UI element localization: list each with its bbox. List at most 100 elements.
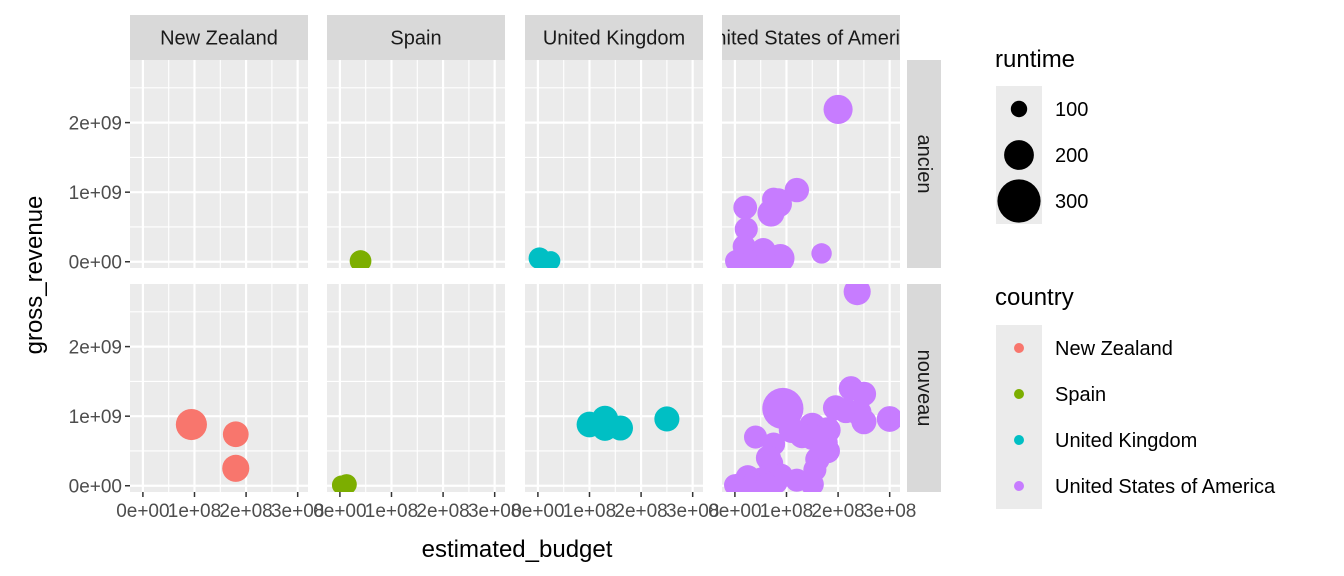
x-tick-label: 1e+08 bbox=[563, 501, 616, 522]
legend-country-entry-spain: Spain bbox=[996, 371, 1106, 417]
x-tick-label: 0e+00 bbox=[708, 501, 761, 522]
points bbox=[331, 474, 357, 492]
x-tick-label: 2e+08 bbox=[614, 501, 667, 522]
grid-lines bbox=[130, 284, 308, 492]
panel-spain-nouveau bbox=[327, 284, 505, 492]
legend-color-key bbox=[1014, 481, 1024, 491]
legend-country-label: New Zealand bbox=[1055, 338, 1173, 360]
data-point-united-states-of-america bbox=[823, 94, 853, 124]
strip-background bbox=[525, 15, 703, 60]
strip-label: United States of America bbox=[701, 28, 922, 50]
data-point-united-kingdom bbox=[541, 251, 561, 268]
data-point-new-zealand bbox=[222, 454, 250, 482]
data-point-spain bbox=[349, 250, 372, 268]
legend-country-title: country bbox=[995, 284, 1074, 311]
facet-panels bbox=[130, 60, 900, 492]
data-point-united-states-of-america bbox=[733, 195, 758, 220]
x-tick-label: 0e+00 bbox=[511, 501, 564, 522]
panel-background bbox=[327, 60, 505, 268]
x-tick-label: 3e+08 bbox=[863, 501, 916, 522]
panel-spain-ancien bbox=[327, 60, 505, 268]
legend-runtime-entry: 100 bbox=[996, 86, 1088, 132]
y-tick-label: 0e+00 bbox=[69, 253, 122, 274]
panel-united-kingdom-nouveau bbox=[525, 284, 703, 492]
panel-united-states-of-america-ancien bbox=[722, 60, 900, 268]
data-point-united-states-of-america bbox=[754, 249, 777, 268]
strip-background bbox=[327, 15, 505, 60]
legend-runtime-entry: 200 bbox=[996, 132, 1088, 178]
strip-background bbox=[130, 15, 308, 60]
panel-new-zealand-ancien bbox=[130, 60, 308, 268]
legend-size-key bbox=[997, 179, 1041, 223]
y-axis-title: gross_revenue bbox=[21, 196, 48, 355]
legend-runtime-entry: 300 bbox=[996, 178, 1088, 224]
strip-label: New Zealand bbox=[160, 28, 278, 50]
panel-united-kingdom-ancien bbox=[525, 60, 703, 268]
legend-country-label: Spain bbox=[1055, 384, 1106, 406]
legend-runtime-label: 300 bbox=[1055, 191, 1088, 213]
data-point-united-states-of-america bbox=[811, 243, 832, 264]
legend-color-key bbox=[1014, 435, 1024, 445]
x-tick-label: 2e+08 bbox=[811, 501, 864, 522]
strip-col-new-zealand: New Zealand bbox=[130, 15, 308, 60]
y-axis: 0e+00 1e+09 2e+09 0e+00 1e+09 2e+09 bbox=[69, 114, 130, 498]
x-tick-label: 1e+08 bbox=[760, 501, 813, 522]
points bbox=[725, 94, 853, 268]
legend-color-key bbox=[1014, 389, 1024, 399]
data-point-united-kingdom bbox=[607, 415, 634, 441]
strip-label: ancien bbox=[913, 135, 935, 194]
legend-runtime-label: 100 bbox=[1055, 99, 1088, 121]
legend-size-key bbox=[1010, 100, 1028, 118]
x-axis-title: estimated_budget bbox=[422, 536, 613, 563]
data-point-new-zealand bbox=[175, 408, 207, 441]
data-point-spain bbox=[336, 474, 357, 492]
panel-united-states-of-america-nouveau bbox=[722, 284, 900, 492]
legend-color-key bbox=[1014, 343, 1024, 353]
x-tick-label: 0e+00 bbox=[116, 501, 169, 522]
y-tick-label: 2e+09 bbox=[69, 338, 122, 359]
data-point-united-states-of-america bbox=[734, 217, 758, 241]
x-tick-label: 2e+08 bbox=[416, 501, 469, 522]
panel-background bbox=[327, 284, 505, 492]
y-tick-label: 1e+09 bbox=[69, 407, 122, 428]
x-tick-label: 3e+08 bbox=[666, 501, 719, 522]
points bbox=[576, 405, 680, 441]
x-tick-label: 1e+08 bbox=[365, 501, 418, 522]
legend-country: country New Zealand Spain United Kingdom Un… bbox=[995, 284, 1276, 509]
strip-background bbox=[722, 15, 900, 60]
data-point-united-states-of-america bbox=[757, 199, 785, 227]
x-tick-label: 1e+08 bbox=[168, 501, 221, 522]
panel-background bbox=[130, 60, 308, 268]
strip-col-united-kingdom: United Kingdom bbox=[525, 15, 703, 60]
strip-col-spain: Spain bbox=[327, 15, 505, 60]
data-point-united-states-of-america bbox=[784, 177, 810, 203]
strip-label: United Kingdom bbox=[543, 28, 685, 50]
points bbox=[175, 408, 250, 482]
x-tick-label: 0e+00 bbox=[313, 501, 366, 522]
strip-row-nouveau: nouveau bbox=[907, 284, 941, 492]
data-point-united-states-of-america bbox=[800, 472, 824, 492]
legend-country-entry-new-zealand: New Zealand bbox=[996, 325, 1173, 371]
strip-col-united-states-of-america: United States of America bbox=[701, 15, 922, 60]
strip-background bbox=[907, 60, 941, 268]
strip-label: nouveau bbox=[913, 350, 935, 427]
y-tick-label: 1e+09 bbox=[69, 183, 122, 204]
grid-lines bbox=[130, 60, 308, 268]
legend-country-label: United States of America bbox=[1055, 476, 1276, 498]
legend-country-entry-united-kingdom: United Kingdom bbox=[996, 417, 1197, 463]
grid-lines bbox=[525, 60, 703, 268]
legend-country-entry-united-states-of-america: United States of America bbox=[996, 463, 1276, 509]
facet-strips: New Zealand Spain United Kingdom United Sta… bbox=[130, 15, 941, 492]
strip-label: Spain bbox=[390, 28, 441, 50]
data-point-united-kingdom bbox=[654, 406, 680, 432]
data-point-new-zealand bbox=[222, 421, 249, 448]
points bbox=[724, 284, 900, 492]
x-tick-label: 3e+08 bbox=[468, 501, 521, 522]
data-point-united-states-of-america bbox=[755, 473, 779, 492]
grid-lines bbox=[327, 284, 505, 492]
legend-runtime: runtime 100 200 300 bbox=[995, 46, 1088, 224]
x-tick-label: 3e+08 bbox=[271, 501, 324, 522]
strip-row-ancien: ancien bbox=[907, 60, 941, 268]
panel-new-zealand-nouveau bbox=[130, 284, 308, 492]
